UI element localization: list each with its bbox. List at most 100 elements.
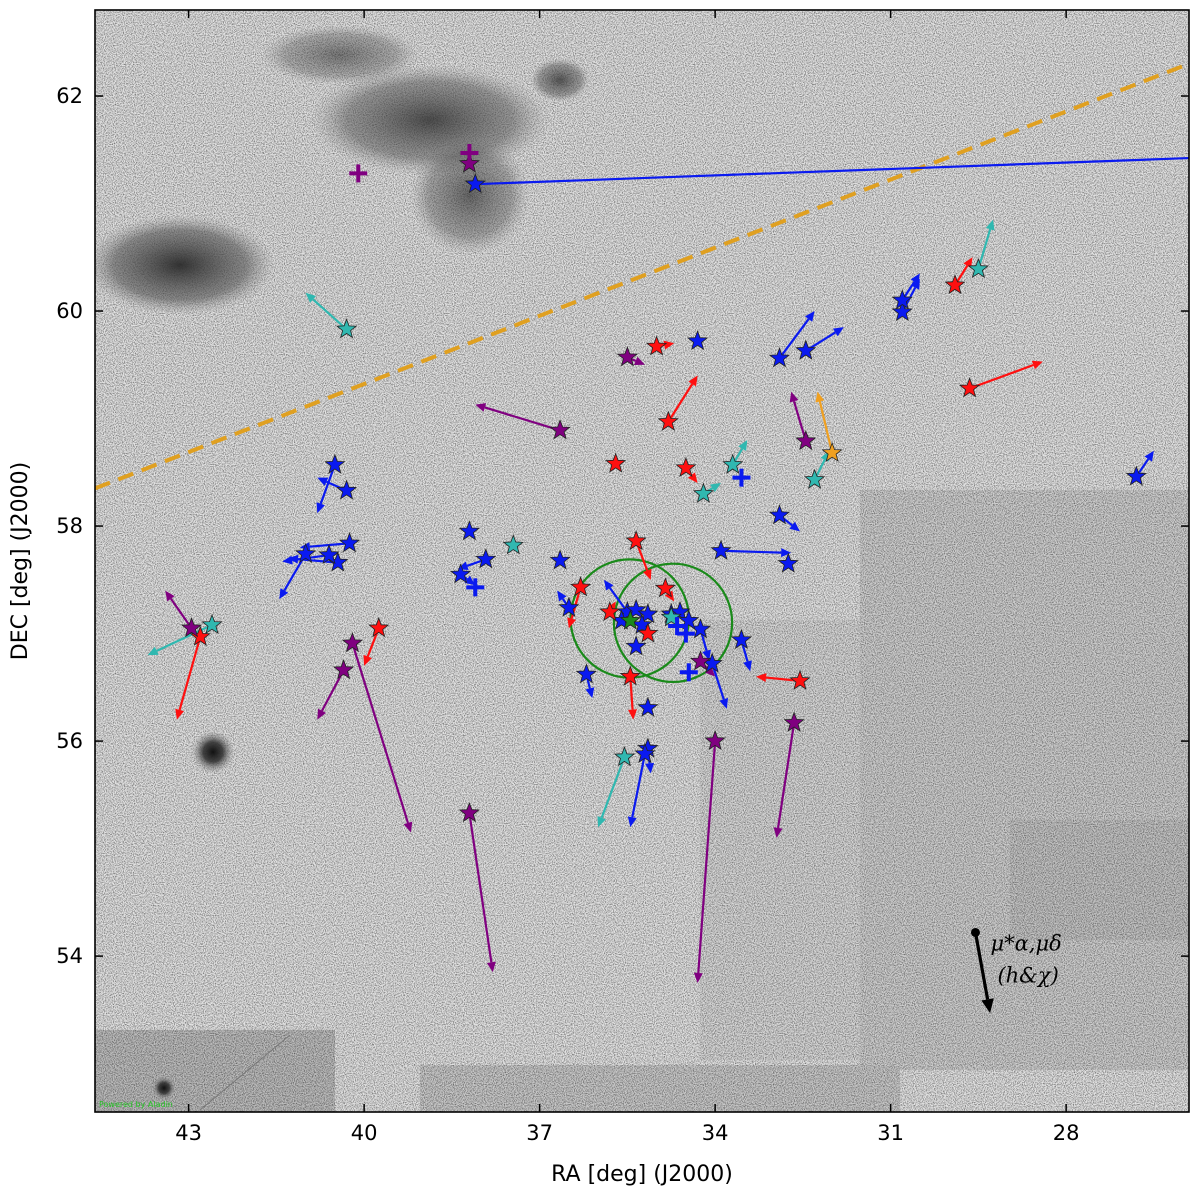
y-axis-title: DEC [deg] (J2000) <box>8 462 33 660</box>
star-marker <box>549 419 571 440</box>
legend-sublabel: (h&χ) <box>997 963 1058 987</box>
star-marker <box>710 539 732 560</box>
star-marker <box>619 665 641 686</box>
star-marker <box>1125 465 1147 486</box>
star-marker <box>324 453 346 474</box>
proper-motion-arrow <box>475 403 561 432</box>
star-marker <box>570 576 592 597</box>
proper-motion-arrow <box>175 636 202 720</box>
proper-motion-arrow <box>305 292 348 331</box>
proper-motion-arrow <box>165 590 193 629</box>
star-marker <box>502 534 524 555</box>
y-tick-label: 60 <box>56 299 83 323</box>
star-marker <box>625 529 647 551</box>
star-marker <box>689 650 712 671</box>
proper-motion-arrow <box>969 360 1043 390</box>
star-marker <box>558 596 580 617</box>
x-tick-label: 28 <box>1053 1121 1080 1145</box>
plot-frame <box>94 9 1190 1113</box>
star-marker <box>338 532 361 553</box>
star-marker <box>575 663 597 684</box>
galactic-plane-line <box>95 61 1189 491</box>
star-marker <box>768 347 791 368</box>
plus-marker <box>460 143 479 162</box>
star-marker <box>605 452 627 473</box>
proper-motion-arrow <box>475 156 1189 186</box>
star-marker <box>616 346 638 367</box>
star-marker <box>458 801 480 823</box>
proper-motion-arrow <box>351 642 413 833</box>
plus-marker <box>349 164 368 183</box>
x-tick-label: 40 <box>351 1121 378 1145</box>
y-tick-label: 62 <box>56 84 83 108</box>
star-marker <box>657 410 679 431</box>
plus-marker <box>466 578 485 597</box>
star-marker <box>450 563 472 584</box>
plus-marker <box>732 468 751 487</box>
proper-motion-arrow <box>628 676 638 720</box>
star-marker <box>549 549 571 570</box>
star-marker <box>613 746 636 767</box>
star-marker <box>295 542 317 564</box>
plus-marker <box>679 663 698 682</box>
proper-motion-arrow <box>693 741 717 983</box>
star-marker <box>637 696 659 717</box>
star-marker <box>634 742 656 764</box>
y-tick-label: 54 <box>56 944 83 968</box>
x-tick-label: 34 <box>702 1121 729 1145</box>
sky-background-image <box>95 10 1189 1112</box>
star-marker <box>201 613 223 635</box>
star-marker <box>768 504 791 525</box>
star-marker <box>646 335 668 356</box>
proper-motion-arrow <box>815 391 834 454</box>
star-marker <box>944 274 966 295</box>
proper-motion-arrow <box>667 375 698 423</box>
proper-motion-arrow <box>627 753 647 828</box>
star-marker <box>464 173 486 194</box>
legend-arrow <box>973 932 994 1014</box>
proper-motion-arrow <box>720 548 792 558</box>
star-marker <box>675 456 697 478</box>
star-marker <box>795 429 817 451</box>
proper-motion-arrow <box>977 219 995 270</box>
star-marker <box>637 622 659 643</box>
star-marker <box>891 300 913 322</box>
proper-motion-arrow <box>789 391 807 442</box>
star-marker <box>475 548 497 569</box>
star-marker <box>704 729 726 751</box>
x-tick-label: 37 <box>526 1121 553 1145</box>
star-marker <box>336 479 358 500</box>
star-marker <box>783 711 805 732</box>
y-tick-label: 56 <box>56 729 83 753</box>
star-marker <box>795 339 817 360</box>
star-marker <box>458 520 480 541</box>
star-marker <box>458 152 480 173</box>
star-marker <box>180 617 203 638</box>
star-marker <box>336 318 358 339</box>
credit-text: Powered by Aladin <box>99 1100 173 1109</box>
proper-motion-arrow <box>597 756 626 828</box>
star-marker <box>669 600 691 622</box>
star-marker <box>722 453 744 474</box>
star-marker <box>625 635 647 656</box>
star-marker <box>804 468 826 489</box>
star-marker <box>625 598 647 619</box>
proper-motion-arrow <box>468 812 496 973</box>
star-marker <box>599 600 621 622</box>
star-marker <box>692 482 714 503</box>
star-marker <box>654 577 676 598</box>
x-axis-title: RA [deg] (J2000) <box>551 1162 733 1187</box>
proper-motion-arrow <box>773 722 796 838</box>
star-marker <box>637 603 659 624</box>
proper-motion-arrow <box>316 464 336 514</box>
star-marker <box>891 289 913 310</box>
star-marker <box>730 628 753 650</box>
legend-label: μ*α,μδ <box>990 931 1061 955</box>
star-marker <box>660 606 682 627</box>
y-tick-label: 58 <box>56 514 83 538</box>
star-marker <box>678 609 700 630</box>
star-marker <box>341 632 363 653</box>
star-marker <box>619 609 641 630</box>
star-marker <box>967 257 989 279</box>
